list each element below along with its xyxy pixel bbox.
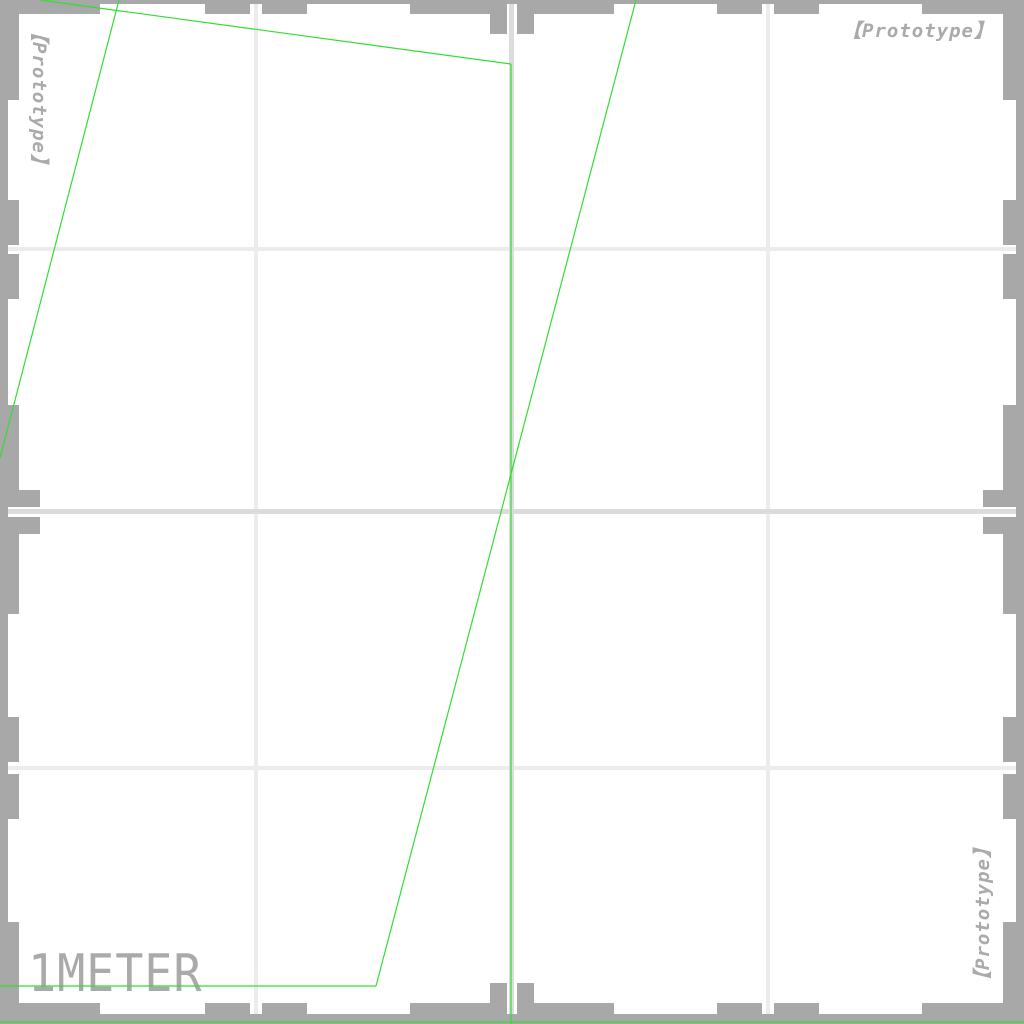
wireframe-edge-right-diagonal xyxy=(375,0,637,987)
border-right xyxy=(983,0,1024,1024)
border-bottom xyxy=(0,983,1024,1024)
border-left xyxy=(0,0,40,1024)
prototype-label-top-right: 【Prototype】 xyxy=(842,20,994,42)
grid-line-h-center xyxy=(0,509,1024,514)
scale-label-1meter: 1METER xyxy=(28,944,203,1004)
wireframe-edge-left-diagonal xyxy=(0,0,120,459)
border-top xyxy=(0,0,1024,34)
wireframe-edge-top xyxy=(39,0,512,65)
